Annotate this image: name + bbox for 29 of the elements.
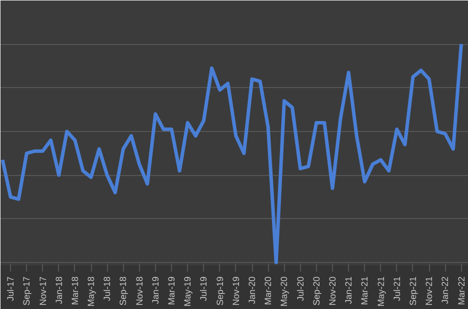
x-tick-label: Mar-20: [263, 276, 274, 306]
x-tick-label: Mar-18: [70, 276, 80, 306]
x-tick-label: Jan-20: [247, 276, 258, 304]
x-tick-label: Jan-19: [150, 276, 160, 304]
x-tick-label: Jan-21: [344, 276, 354, 304]
x-tick-label: Sep-21: [408, 276, 418, 306]
x-tick-label: Mar-19: [166, 276, 177, 306]
x-tick-label: Jul-19: [198, 276, 209, 302]
x-tick-label: May-20: [279, 276, 290, 307]
x-tick-label: Nov-20: [327, 276, 338, 306]
x-tick-label: Sep-19: [214, 276, 225, 306]
x-tick-label: Mar-22: [456, 276, 466, 306]
x-tick-label: Sep-20: [311, 276, 322, 306]
x-tick-label: Nov-21: [424, 276, 434, 306]
x-tick-label: Nov-19: [230, 276, 241, 306]
x-tick-label: Jul-17: [6, 276, 16, 302]
x-tick-label: Nov-17: [38, 276, 48, 306]
x-tick-label: Sep-18: [118, 276, 128, 306]
x-tick-label: Jul-21: [392, 276, 402, 302]
x-tick-label: Jan-18: [54, 276, 64, 304]
x-tick-label: May-18: [86, 276, 96, 307]
x-tick-label: Mar-21: [360, 276, 370, 306]
x-tick-label: Nov-18: [134, 276, 144, 306]
x-tick-label: Jul-18: [102, 276, 112, 302]
x-tick-label: Jan-22: [440, 276, 450, 304]
x-tick-label: Jul-20: [295, 276, 306, 302]
x-tick-label: May-19: [182, 276, 193, 307]
x-tick-label: Sep-17: [22, 276, 32, 306]
x-tick-label: May-21: [376, 276, 386, 307]
